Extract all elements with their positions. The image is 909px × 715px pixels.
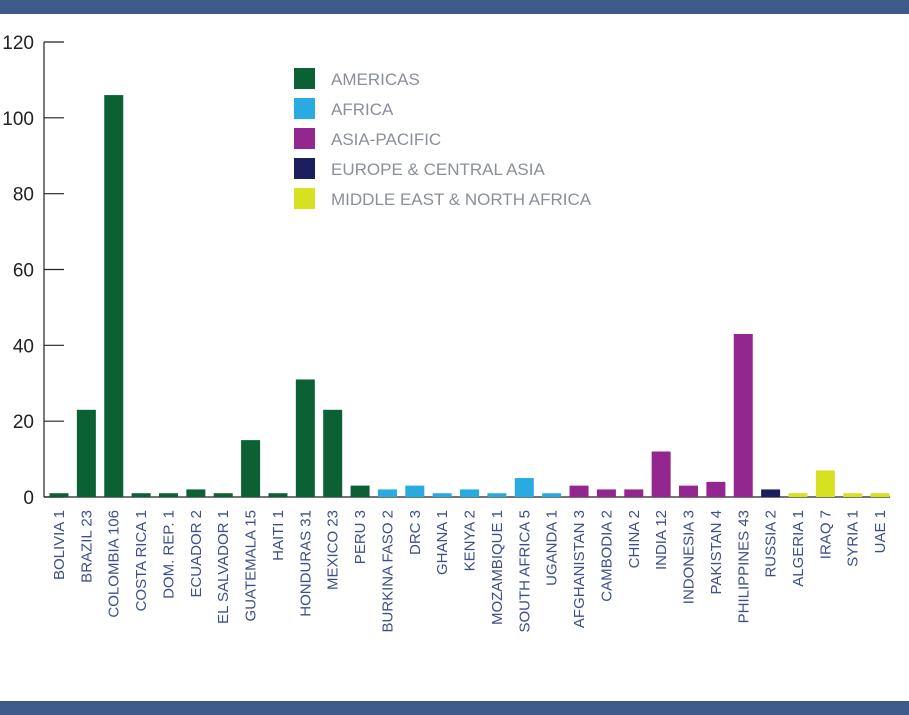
x-tick-label: RUSSIA 2	[763, 510, 780, 578]
x-tick-label: INDONESIA 3	[681, 510, 698, 604]
x-tick-label: CAMBODIA 2	[598, 510, 615, 602]
bar	[761, 489, 781, 497]
x-tick-label: UGANDA 1	[544, 510, 561, 586]
x-tick-label: DRC 3	[407, 510, 424, 555]
x-tick-label: INDIA 12	[653, 510, 670, 570]
bars	[49, 95, 890, 497]
bottom-rule	[0, 701, 909, 715]
bar	[706, 481, 726, 497]
bar	[788, 493, 808, 497]
legend: AMERICAS AFRICA ASIA-PACIFIC EUROPE & CENTR…	[294, 68, 592, 209]
bar	[569, 485, 589, 497]
bar	[679, 485, 699, 497]
x-tick-label: ECUADOR 2	[188, 510, 205, 598]
x-tick-label: BRAZIL 23	[78, 510, 95, 583]
x-tick-label: SYRIA 1	[845, 510, 862, 567]
legend-label: AMERICAS	[331, 70, 420, 89]
y-tick-label: 60	[13, 261, 34, 282]
x-tick-label: GHANA 1	[434, 510, 451, 575]
legend-label: ASIA-PACIFIC	[331, 130, 441, 149]
x-tick-label: EL SALVADOR 1	[215, 510, 232, 624]
bar	[870, 493, 890, 497]
bar	[596, 489, 616, 497]
x-tick-label: MOZAMBIQUE 1	[489, 510, 506, 625]
x-tick-label: HAITI 1	[270, 510, 287, 561]
legend-swatch	[294, 98, 315, 119]
bar	[295, 379, 315, 497]
bar	[514, 478, 534, 497]
legend-swatch	[294, 188, 315, 209]
bar	[131, 493, 151, 497]
bar	[651, 451, 671, 497]
y-tick-label: 20	[13, 412, 34, 433]
legend-label: MIDDLE EAST & NORTH AFRICA	[331, 190, 592, 209]
legend-swatch	[294, 158, 315, 179]
x-tick-label: KENYA 2	[462, 510, 479, 571]
y-tick-label: 120	[2, 33, 34, 54]
bar	[487, 493, 507, 497]
bar	[843, 493, 863, 497]
bar	[733, 333, 753, 497]
bar	[268, 493, 288, 497]
legend-label: AFRICA	[331, 100, 394, 119]
y-tick-label: 0	[23, 488, 34, 509]
bar	[405, 485, 425, 497]
bar	[377, 489, 397, 497]
bar	[432, 493, 452, 497]
y-tick-label: 40	[13, 336, 34, 357]
x-tick-label: PHILIPPINES 43	[735, 510, 752, 623]
x-tick-labels: BOLIVIA 1 BRAZIL 23 COLOMBIA 106 COSTA RICA…	[51, 510, 889, 633]
bar	[104, 95, 124, 497]
top-rule	[0, 0, 909, 14]
bar	[815, 470, 835, 497]
x-tick-label: UAE 1	[872, 510, 889, 553]
bar	[186, 489, 206, 497]
y-axis: 0 20 40 60 80 100 120	[2, 33, 890, 509]
bar	[323, 409, 343, 497]
bar	[158, 493, 178, 497]
x-tick-label: CHINA 2	[626, 510, 643, 568]
legend-swatch	[294, 128, 315, 149]
legend-label: EUROPE & CENTRAL ASIA	[331, 160, 545, 179]
bar	[460, 489, 480, 497]
y-tick-label: 100	[2, 109, 34, 130]
x-tick-label: GUATEMALA 15	[243, 510, 260, 621]
x-tick-label: MEXICO 23	[325, 510, 342, 590]
x-tick-label: ALGERIA 1	[790, 510, 807, 587]
x-tick-label: BOLIVIA 1	[51, 510, 68, 580]
x-tick-label: BURKINA FASO 2	[379, 510, 396, 633]
bar	[350, 485, 370, 497]
bar	[213, 493, 233, 497]
legend-swatch	[294, 68, 315, 89]
x-tick-label: COSTA RICA 1	[133, 510, 150, 611]
bar	[241, 440, 261, 497]
bar	[49, 493, 69, 497]
x-tick-label: HONDURAS 31	[297, 510, 314, 617]
x-tick-label: COLOMBIA 106	[106, 510, 123, 618]
bar	[76, 409, 96, 497]
y-tick-label: 80	[13, 185, 34, 206]
bar	[624, 489, 644, 497]
x-tick-label: AFGHANISTAN 3	[571, 510, 588, 628]
x-tick-label: PERU 3	[352, 510, 369, 564]
bar	[542, 493, 562, 497]
x-tick-label: SOUTH AFRICA 5	[516, 510, 533, 633]
x-tick-label: DOM. REP. 1	[160, 510, 177, 599]
x-tick-label: PAKISTAN 4	[708, 510, 725, 594]
x-tick-label: IRAQ 7	[817, 510, 834, 559]
